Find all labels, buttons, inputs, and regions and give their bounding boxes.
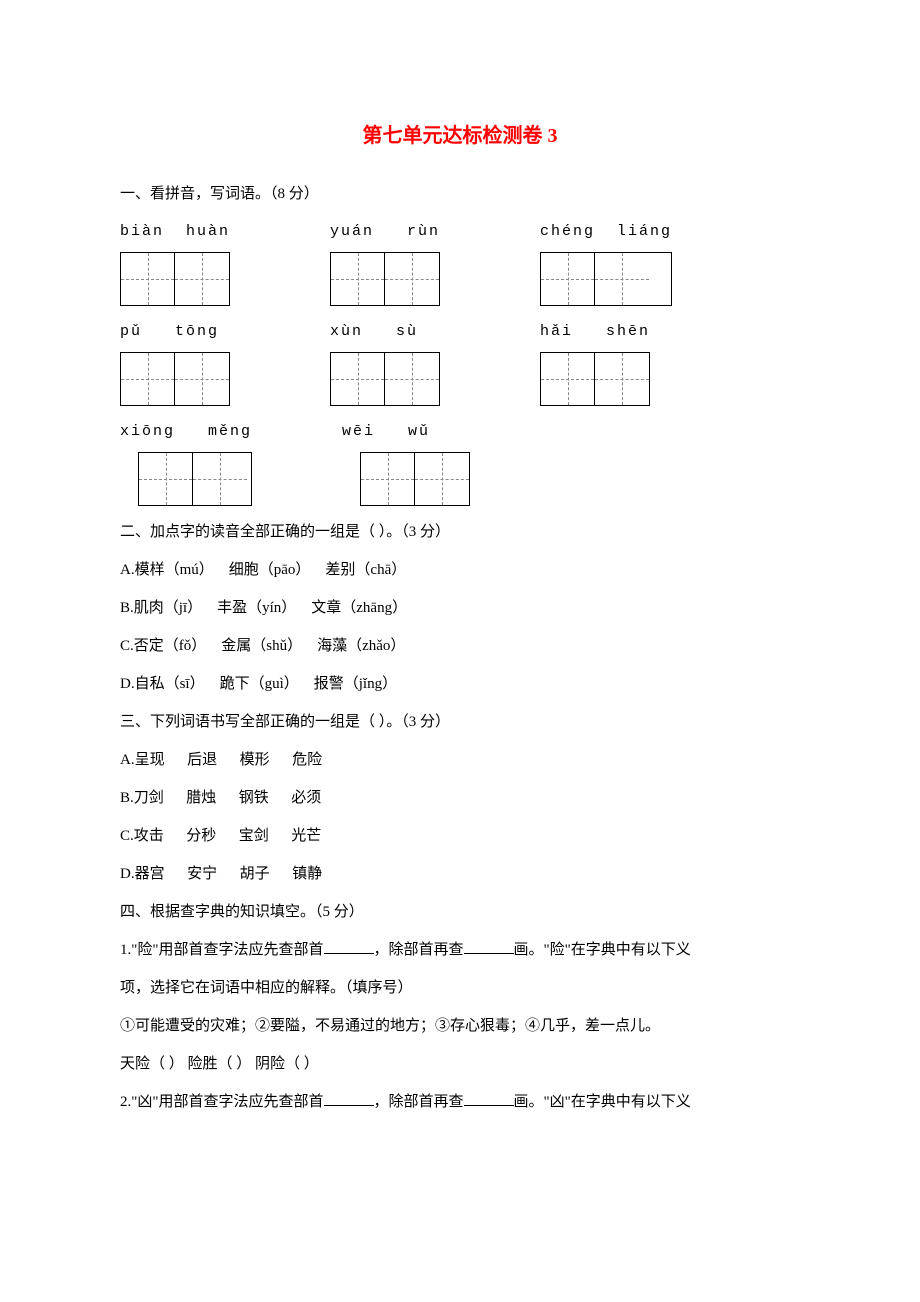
q2-header: 二、加点字的读音全部正确的一组是（ ）。（3 分） [120, 520, 800, 544]
q3-header: 三、下列词语书写全部正确的一组是（ ）。（3 分） [120, 710, 800, 734]
pinyin-text: hǎi shēn [540, 320, 650, 344]
q4-item1-words: 天险（ ） 险胜（ ） 阴险（ ） [120, 1052, 800, 1076]
text: 画。"险"在字典中有以下义 [514, 942, 691, 958]
q3-option-d: D.器宫 安宁 胡子 镇静 [120, 862, 800, 886]
pinyin-group: chéng liáng [540, 220, 672, 306]
q1-row3: xiōng měng wēi wǔ [120, 420, 800, 506]
q4-header: 四、根据查字典的知识填空。（5 分） [120, 900, 800, 924]
q3-option-c: C.攻击 分秒 宝剑 光芒 [120, 824, 800, 848]
pinyin-group: xùn sù [330, 320, 440, 406]
q4-item1-line2: 项，选择它在词语中相应的解释。（填序号） [120, 976, 800, 1000]
answer-boxes[interactable] [360, 452, 470, 506]
text: 1."险"用部首查字法应先查部首 [120, 942, 324, 958]
q1-header: 一、看拼音，写词语。（8 分） [120, 182, 800, 206]
pinyin-group: hǎi shēn [540, 320, 650, 406]
q3-option-a: A.呈现 后退 模形 危险 [120, 748, 800, 772]
pinyin-text: biàn huàn [120, 220, 230, 244]
pinyin-group: yuán rùn [330, 220, 440, 306]
blank-input[interactable] [324, 939, 374, 954]
pinyin-group: xiōng měng [120, 420, 252, 506]
text: ，除部首再查 [374, 942, 464, 958]
blank-input[interactable] [464, 1091, 514, 1106]
q2-option-d: D.自私（sī） 跪下（guì） 报警（jǐng） [120, 672, 800, 696]
q1-row1: biàn huàn yuán rùn chéng liáng [120, 220, 800, 306]
q4-item2-line1: 2."凶"用部首查字法应先查部首 ，除部首再查 画。"凶"在字典中有以下义 [120, 1090, 800, 1114]
pinyin-text: pǔ tōng [120, 320, 230, 344]
answer-boxes[interactable] [540, 252, 672, 306]
q4-item1-defs: ①可能遭受的灾难；②要隘，不易通过的地方；③存心狠毒；④几乎，差一点儿。 [120, 1014, 800, 1038]
answer-boxes[interactable] [120, 352, 230, 406]
pinyin-text: yuán rùn [330, 220, 440, 244]
pinyin-text: chéng liáng [540, 220, 672, 244]
q2-option-b: B.肌肉（jī） 丰盈（yín） 文章（zhāng） [120, 596, 800, 620]
answer-boxes[interactable] [330, 352, 440, 406]
page-title: 第七单元达标检测卷 3 [120, 120, 800, 152]
pinyin-text: wēi wǔ [342, 420, 470, 444]
pinyin-group: wēi wǔ [342, 420, 470, 506]
answer-boxes[interactable] [330, 252, 440, 306]
blank-input[interactable] [324, 1091, 374, 1106]
answer-boxes[interactable] [540, 352, 650, 406]
pinyin-group: pǔ tōng [120, 320, 230, 406]
q3-option-b: B.刀剑 腊烛 钢铁 必须 [120, 786, 800, 810]
q1-row2: pǔ tōng xùn sù hǎi shēn [120, 320, 800, 406]
text: ，除部首再查 [374, 1094, 464, 1110]
answer-boxes[interactable] [138, 452, 252, 506]
pinyin-text: xiōng měng [120, 420, 252, 444]
q2-option-c: C.否定（fǒ） 金属（shǔ） 海藻（zhǎo） [120, 634, 800, 658]
pinyin-group: biàn huàn [120, 220, 230, 306]
blank-input[interactable] [464, 939, 514, 954]
text: 2."凶"用部首查字法应先查部首 [120, 1094, 324, 1110]
pinyin-text: xùn sù [330, 320, 440, 344]
text: 画。"凶"在字典中有以下义 [514, 1094, 691, 1110]
answer-boxes[interactable] [120, 252, 230, 306]
q4-item1-line1: 1."险"用部首查字法应先查部首 ，除部首再查 画。"险"在字典中有以下义 [120, 938, 800, 962]
q2-option-a: A.模样（mú） 细胞（pāo） 差别（chā） [120, 558, 800, 582]
